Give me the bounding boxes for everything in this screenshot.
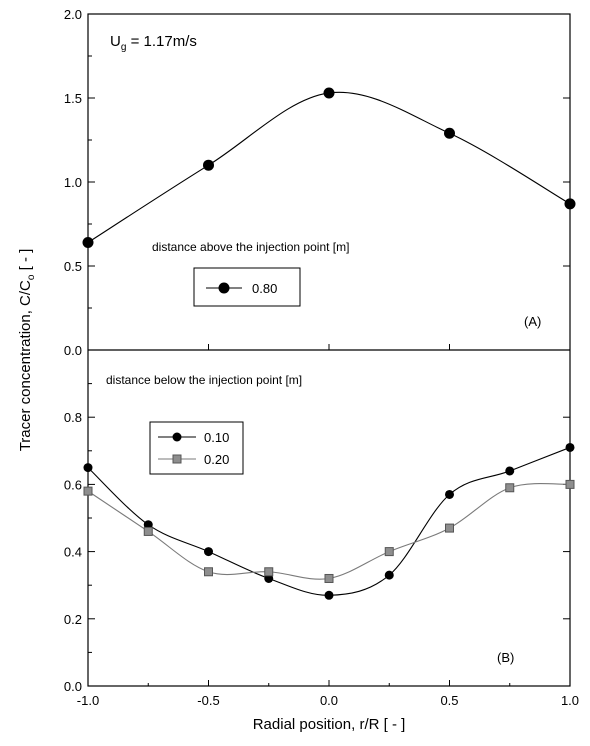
x-tick-label: 0.0 bbox=[320, 693, 338, 708]
data-point-0-10 bbox=[204, 547, 213, 557]
legend-a-box bbox=[193, 267, 301, 307]
y-tick-label: 0.8 bbox=[64, 410, 82, 425]
legend-b-marker-0-10 bbox=[172, 432, 182, 442]
y-tick-label: 0.6 bbox=[64, 477, 82, 492]
data-point-0-20 bbox=[204, 567, 213, 577]
x-tick-label: -0.5 bbox=[197, 693, 219, 708]
y-axis-title: Tracer concentration, C/Co [ - ] bbox=[17, 249, 37, 452]
legend-b-label-0-20: 0.20 bbox=[204, 452, 229, 467]
data-point-0-10 bbox=[384, 570, 394, 580]
data-point-0-80 bbox=[82, 236, 94, 248]
data-point-0-10 bbox=[445, 489, 454, 499]
data-point-0-20 bbox=[445, 523, 454, 533]
legend-a-marker bbox=[218, 282, 230, 294]
y-tick-label: 0.2 bbox=[64, 612, 82, 627]
data-point-0-10 bbox=[565, 442, 575, 452]
panel-a-label: (A) bbox=[524, 314, 541, 329]
x-tick-label: 1.0 bbox=[561, 693, 579, 708]
legend-a-label-0-80: 0.80 bbox=[252, 281, 277, 296]
data-point-0-80 bbox=[444, 127, 455, 139]
data-point-0-20 bbox=[565, 479, 575, 489]
y-tick-label: 0.4 bbox=[64, 545, 82, 560]
x-axis-title: Radial position, r/R [ - ] bbox=[253, 716, 406, 733]
velocity-annotation: Ug = 1.17m/s bbox=[110, 33, 197, 53]
data-point-0-20 bbox=[264, 567, 274, 577]
data-point-0-20 bbox=[83, 486, 93, 496]
panel-b-label: (B) bbox=[497, 650, 514, 665]
data-point-0-20 bbox=[505, 483, 515, 493]
x-tick-label: 0.5 bbox=[440, 693, 458, 708]
series-line-0-80 bbox=[87, 91, 571, 243]
y-tick-label: 1.5 bbox=[64, 91, 82, 106]
legend-b-label-0-10: 0.10 bbox=[204, 430, 229, 445]
legend-b-title: distance below the injection point [m] bbox=[106, 373, 302, 387]
data-point-0-10 bbox=[83, 463, 93, 473]
y-tick-label: 0.0 bbox=[64, 343, 82, 358]
y-tick-label: 1.0 bbox=[64, 175, 82, 190]
legend-b-marker-0-20 bbox=[172, 454, 182, 464]
legend-a-title: distance above the injection point [m] bbox=[152, 240, 349, 254]
data-point-0-10 bbox=[324, 590, 334, 600]
y-tick-label: 0.5 bbox=[64, 259, 82, 274]
data-point-0-80 bbox=[323, 87, 335, 99]
y-tick-label: 2.0 bbox=[64, 7, 82, 22]
y-tick-label: 0.0 bbox=[64, 679, 82, 694]
data-point-0-80 bbox=[203, 159, 214, 171]
data-point-0-20 bbox=[324, 573, 334, 583]
data-point-0-20 bbox=[384, 547, 394, 557]
x-tick-label: -1.0 bbox=[77, 693, 99, 708]
data-point-0-80 bbox=[564, 198, 576, 210]
data-point-0-20 bbox=[143, 526, 153, 536]
legend-b-box bbox=[149, 421, 244, 475]
data-point-0-10 bbox=[505, 466, 515, 476]
